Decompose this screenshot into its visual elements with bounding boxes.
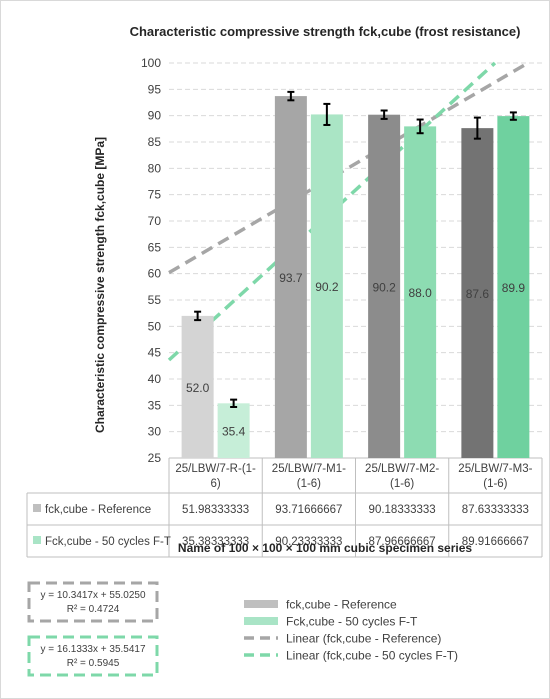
table-series-label: Fck,cube - 50 cycles F-T <box>45 536 171 548</box>
y-tick-label: 45 <box>148 346 162 360</box>
y-tick-label: 85 <box>148 135 162 149</box>
y-tick-label: 40 <box>148 372 162 386</box>
y-tick-label: 65 <box>148 240 162 254</box>
y-tick-label: 35 <box>148 398 162 412</box>
x-axis-label: Name of 100 × 100 × 100 mm cubic specime… <box>178 541 472 555</box>
x-tick-label: (1-6) <box>390 478 414 490</box>
table-cell: 93.71666667 <box>275 504 342 516</box>
data-label: 90.2 <box>315 280 339 294</box>
x-tick-label: 25/LBW/7-M2- <box>365 463 439 475</box>
bar <box>217 403 250 458</box>
legend-label: Linear (fck,cube - 50 cycles F-T) <box>286 649 458 663</box>
bars: 52.0 93.7 90.2 87.6 35.4 90.2 88.0 89.9 <box>181 90 530 459</box>
x-tick-label: 6) <box>211 478 221 490</box>
table-cell: 87.96666667 <box>369 536 436 548</box>
trendline-r2: R² = 0.5945 <box>67 658 120 669</box>
bar <box>310 114 343 458</box>
trendline <box>168 61 529 275</box>
y-tick-label: 90 <box>148 109 162 123</box>
trendline-r2: R² = 0.4724 <box>67 604 120 615</box>
x-tick-label: 25/LBW/7-M3- <box>458 463 532 475</box>
x-tick-label: 25/LBW/7-R-(1- <box>175 463 256 475</box>
y-axis-ticks: 25 30 35 40 45 50 55 60 65 70 75 80 85 90 95 100 <box>141 56 161 465</box>
y-axis-label: Characteristic compressive strength fck,… <box>93 137 107 433</box>
y-tick-label: 75 <box>148 188 162 202</box>
bar <box>181 315 214 458</box>
y-tick-label: 25 <box>148 451 162 465</box>
y-tick-label: 50 <box>148 319 162 333</box>
trendline-equation: y = 10.3417x + 55.0250 <box>40 590 146 601</box>
legend-label: Fck,cube - 50 cycles F-T <box>286 615 418 629</box>
bar <box>404 126 437 459</box>
data-label: 93.7 <box>279 271 303 285</box>
data-label: 87.6 <box>466 287 490 301</box>
equation-box <box>27 581 159 623</box>
data-label: 52.0 <box>186 381 210 395</box>
chart-title: Characteristic compressive strength fck,… <box>130 24 521 39</box>
y-tick-label: 80 <box>148 161 162 175</box>
trendline-equation: y = 16.1333x + 35.5417 <box>40 644 146 655</box>
equation-box <box>27 635 159 677</box>
legend: fck,cube - Reference Fck,cube - 50 cycles… <box>244 598 458 663</box>
data-label: 88.0 <box>408 286 432 300</box>
data-table: 25/LBW/7-R-(1- 6) 25/LBW/7-M1- (1-6) 25/LBW/… <box>26 458 543 558</box>
table-cell: 90.23333333 <box>275 536 342 548</box>
y-tick-label: 95 <box>148 82 162 96</box>
bar <box>274 96 307 458</box>
table-cell: 51.98333333 <box>182 504 249 516</box>
table-legend-key <box>33 504 41 512</box>
table-legend-key <box>33 536 41 544</box>
y-tick-label: 100 <box>141 56 161 70</box>
trendline-equations: y = 10.3417x + 55.0250 R² = 0.4724 y = 16.… <box>27 581 159 677</box>
table-cell: 35.38333333 <box>182 536 249 548</box>
x-tick-label: (1-6) <box>297 478 321 490</box>
table-cell: 89.91666667 <box>462 536 529 548</box>
table-cell: 90.18333333 <box>369 504 436 516</box>
y-tick-label: 55 <box>148 293 162 307</box>
y-tick-label: 60 <box>148 267 162 281</box>
legend-swatch <box>244 600 278 608</box>
x-tick-label: 25/LBW/7-M1- <box>272 463 346 475</box>
y-tick-label: 70 <box>148 214 162 228</box>
data-label: 35.4 <box>222 425 246 439</box>
legend-swatch <box>244 617 278 625</box>
table-cell: 87.63333333 <box>462 504 529 516</box>
bar <box>497 116 530 458</box>
data-label: 90.2 <box>372 280 396 294</box>
table-series-label: fck,cube - Reference <box>45 504 151 516</box>
legend-label: Linear (fck,cube - Reference) <box>286 632 441 646</box>
legend-label: fck,cube - Reference <box>286 598 397 612</box>
y-tick-label: 30 <box>148 425 162 439</box>
x-tick-label: (1-6) <box>483 478 507 490</box>
data-label: 89.9 <box>502 281 526 295</box>
bar <box>461 128 494 458</box>
bar <box>368 114 401 458</box>
